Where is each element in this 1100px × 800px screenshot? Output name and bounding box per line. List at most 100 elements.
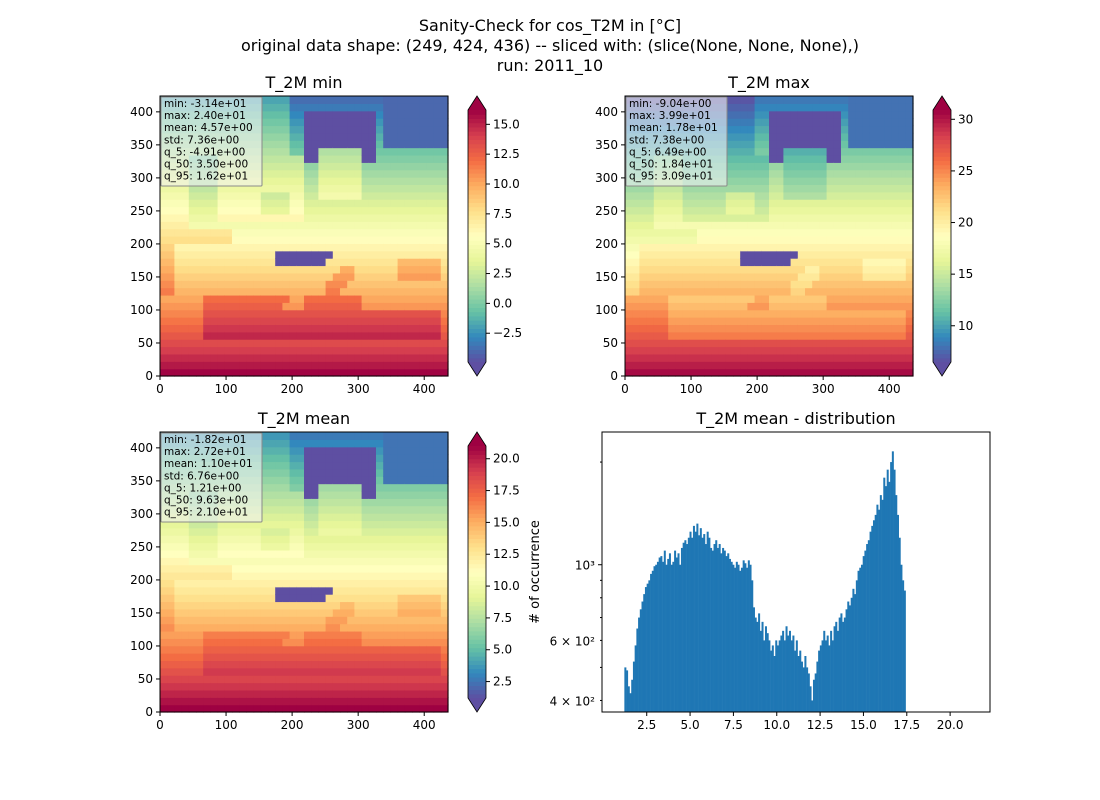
heatmap-cell <box>625 339 633 348</box>
heatmap-cell <box>877 302 885 311</box>
heatmap-cell <box>869 265 878 274</box>
heatmap-cell <box>419 689 427 698</box>
heatmap-cell <box>776 125 784 134</box>
heatmap-cell <box>275 331 283 340</box>
heatmap-cell <box>246 608 255 617</box>
heatmap-cell <box>347 638 355 647</box>
heatmap-cell <box>260 213 269 222</box>
heatmap-cell <box>347 154 355 163</box>
heatmap-cell <box>232 697 240 706</box>
heatmap-cell <box>740 213 748 222</box>
heatmap-cell <box>905 361 914 370</box>
colorbar-segment <box>933 336 951 342</box>
heatmap-cell <box>325 645 334 654</box>
heatmap-cell <box>898 250 907 259</box>
heatmap-cell <box>754 294 763 303</box>
colorbar-segment <box>933 324 951 329</box>
heatmap-cell <box>404 505 413 514</box>
heatmap-cell <box>805 339 813 348</box>
heatmap-cell <box>232 294 240 303</box>
heatmap-cell <box>390 324 399 333</box>
heatmap-cell <box>275 572 283 580</box>
heatmap-cell <box>253 616 262 625</box>
heatmap-cell <box>224 549 233 558</box>
heatmap-cell <box>725 331 734 340</box>
heatmap-cell <box>325 572 334 580</box>
heatmap-cell <box>167 294 175 303</box>
heatmap-cell <box>268 317 276 326</box>
heatmap-cell <box>848 177 856 186</box>
heatmap-cell <box>332 199 341 208</box>
heatmap-cell <box>217 228 226 237</box>
heatmap-cell <box>390 704 399 713</box>
heatmap-cell <box>332 505 341 514</box>
heatmap-cell <box>224 579 233 588</box>
histogram-bar <box>651 570 654 712</box>
heatmap-cell <box>354 527 363 536</box>
heatmap-cell <box>260 184 269 193</box>
heatmap-cell <box>318 206 327 215</box>
heatmap-cell <box>862 206 871 215</box>
heatmap-cell <box>347 675 355 684</box>
heatmap-cell <box>440 476 449 485</box>
heatmap-cell <box>440 309 449 318</box>
heatmap-cell <box>296 169 305 178</box>
heatmap-cell <box>224 675 233 684</box>
colorbar-segment <box>933 118 951 124</box>
colorbar-segment <box>468 290 486 296</box>
heatmap-cell <box>311 638 319 647</box>
heatmap-cell <box>376 339 384 348</box>
heatmap-cell <box>383 169 391 178</box>
heatmap-cell <box>747 96 756 104</box>
colorbar-segment <box>468 294 486 300</box>
heatmap-cell <box>332 353 341 362</box>
heatmap-cell <box>689 287 698 296</box>
heatmap-cell <box>311 324 319 333</box>
heatmap-cell <box>390 454 399 463</box>
heatmap-cell <box>862 162 871 171</box>
heatmap-cell <box>769 294 777 303</box>
heatmap-cell <box>282 601 291 610</box>
heatmap-cell <box>841 346 849 355</box>
heatmap-cell <box>383 302 391 311</box>
heatmap-cell <box>275 586 283 595</box>
heatmap-cell <box>340 243 348 252</box>
heatmap-cell <box>260 432 269 440</box>
heatmap-cell <box>188 549 197 558</box>
heatmap-cell <box>740 324 748 333</box>
heatmap-cell <box>747 118 756 127</box>
heatmap-cell <box>311 162 319 171</box>
heatmap-cell <box>704 317 712 326</box>
heatmap-cell <box>855 228 864 237</box>
heatmap-cell <box>188 645 197 654</box>
heatmap-cell <box>754 368 763 377</box>
heatmap-cell <box>188 579 197 588</box>
heatmap-cell <box>304 660 312 669</box>
heatmap-cell <box>253 535 262 544</box>
colorbar-segment <box>468 639 486 644</box>
heatmap-cell <box>776 221 784 230</box>
heatmap-cell <box>412 564 420 573</box>
heatmap-cell <box>188 623 197 632</box>
heatmap-cell <box>397 177 406 186</box>
heatmap-cell <box>833 140 842 149</box>
colorbar-segment <box>468 185 486 191</box>
heatmap-cell <box>440 125 449 134</box>
heatmap-cell <box>203 675 211 684</box>
heatmap-cell <box>368 353 377 362</box>
heatmap-cell <box>311 498 319 507</box>
heatmap-cell <box>426 353 435 362</box>
heatmap-cell <box>725 177 734 186</box>
heatmap-cell <box>855 177 864 186</box>
heatmap-cell <box>368 243 377 252</box>
heatmap-cell <box>891 96 900 104</box>
heatmap-cell <box>224 346 233 355</box>
heatmap-cell <box>210 265 219 274</box>
heatmap-cell <box>632 361 640 370</box>
heatmap-cell <box>268 638 276 647</box>
heatmap-cell <box>203 221 211 230</box>
heatmap-cell <box>361 368 370 377</box>
heatmap-cell <box>668 339 676 348</box>
colorbar-segment <box>468 282 486 287</box>
heatmap-cell <box>253 199 262 208</box>
